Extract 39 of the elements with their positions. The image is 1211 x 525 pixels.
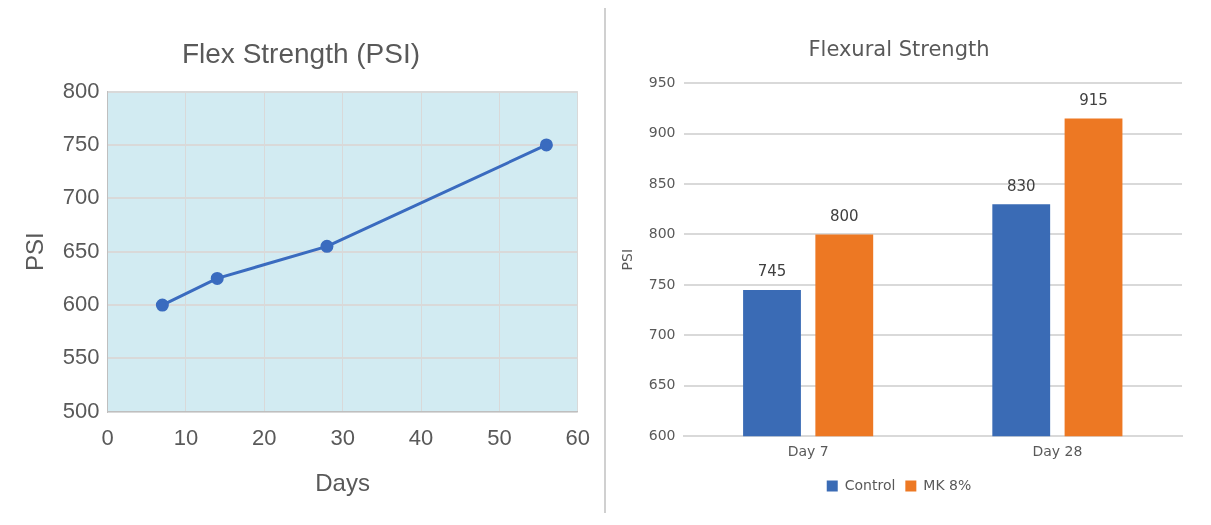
y-tick-label: 500 — [62, 397, 100, 423]
y-tick-label: 600 — [62, 291, 100, 317]
x-tick-label: Day 7 — [787, 443, 829, 460]
data-label: 745 — [757, 262, 787, 281]
y-tick-label: 700 — [62, 184, 100, 210]
data-label: 915 — [1079, 90, 1108, 109]
y-axis-title: PSI — [21, 232, 49, 272]
y-tick-label: 900 — [648, 124, 676, 141]
y-axis-title: PSI — [619, 248, 636, 271]
x-tick-label: 10 — [173, 425, 199, 451]
x-tick-label: Day 28 — [1032, 443, 1083, 460]
x-tick-label: 60 — [565, 425, 591, 451]
y-tick-label: 600 — [648, 426, 676, 443]
x-tick-label: 50 — [487, 425, 512, 451]
point — [155, 298, 169, 312]
y-tick-label: 650 — [62, 237, 100, 263]
data-label: 830 — [1006, 176, 1036, 195]
y-tick-label: 850 — [648, 174, 676, 191]
y-tick-label: 700 — [648, 325, 676, 342]
y-tick-label: 800 — [62, 77, 100, 103]
y-tick-label: 800 — [648, 225, 676, 242]
x-axis-title: Days — [315, 469, 370, 497]
x-tick-label: 30 — [330, 425, 355, 451]
point — [320, 239, 334, 253]
x-tick-label: 40 — [408, 425, 434, 451]
y-tick-label: 750 — [648, 275, 676, 292]
y-tick-label: 550 — [62, 344, 100, 370]
point — [210, 271, 224, 285]
y-tick-label: 750 — [62, 131, 100, 157]
x-tick-label: 20 — [252, 425, 277, 451]
legend-label: MK 8% — [923, 476, 972, 493]
chart-title: Flexural Strength — [808, 37, 990, 62]
y-tick-label: 950 — [648, 73, 676, 90]
data-label: 800 — [829, 206, 859, 225]
legend-label: Control — [844, 476, 896, 493]
y-tick-label: 650 — [648, 376, 676, 393]
point — [539, 138, 553, 152]
x-tick-label: 0 — [101, 425, 114, 451]
chart-title: Flex Strength (PSI) — [181, 37, 421, 69]
